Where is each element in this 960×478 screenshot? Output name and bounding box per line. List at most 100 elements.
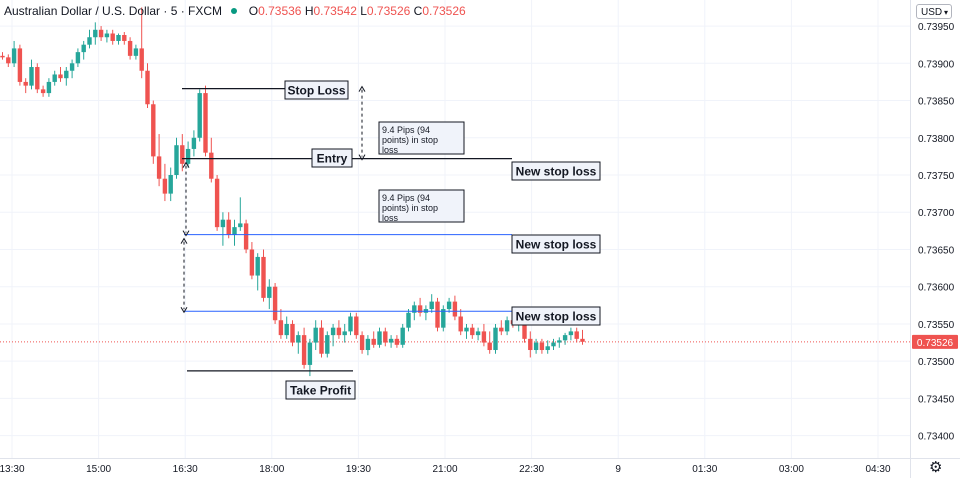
candle-body [249, 249, 255, 276]
candle-body [87, 37, 92, 45]
candle-body [243, 223, 249, 250]
y-tick-label: 0.73700 [918, 208, 955, 219]
x-tick-label: 13:30 [0, 464, 25, 475]
candle-body [238, 223, 243, 228]
x-tick-label: 03:00 [779, 464, 804, 475]
candle-body [394, 338, 400, 345]
candle-body [104, 33, 110, 38]
pips-note-1-box[interactable] [378, 121, 465, 155]
candle-body [290, 323, 295, 343]
candle-body [464, 327, 469, 332]
pips-note-2: 9.4 Pips (94 points) in stop loss [382, 193, 438, 223]
entry-label-box[interactable] [311, 148, 353, 168]
low-label: L [360, 4, 367, 18]
candle-body [226, 219, 231, 235]
candle-body [267, 286, 272, 298]
x-tick-label: 16:30 [173, 464, 198, 475]
candle-body [168, 175, 173, 194]
candle-body [139, 48, 144, 71]
candle-body [220, 219, 226, 228]
candle-body [278, 320, 284, 336]
candle-body [127, 40, 133, 56]
candle-body [29, 67, 34, 86]
take-profit-label-box[interactable] [285, 380, 356, 400]
candle-body [145, 70, 150, 105]
stop-loss-label-box[interactable] [284, 80, 349, 100]
candle-body [400, 327, 405, 345]
new-stop-loss-label-box[interactable] [511, 161, 601, 181]
candle-body [203, 93, 208, 153]
candle-body [499, 327, 504, 332]
trail-arrow-2-head [180, 237, 188, 244]
close-value: 0.73526 [422, 4, 466, 18]
candle-body [110, 33, 115, 41]
candle-body [284, 323, 289, 336]
candle-body [307, 342, 313, 365]
low-value: 0.73526 [366, 4, 411, 18]
candle-body [116, 35, 121, 41]
chart-header: Australian Dollar / U.S. Dollar · 5 · FX… [4, 4, 466, 18]
candle-body [470, 327, 475, 336]
candle-body [342, 331, 347, 336]
y-tick-label: 0.73750 [918, 171, 955, 182]
pips-note-2-box[interactable] [378, 189, 465, 223]
trail-arrow-1-head [182, 230, 190, 237]
x-tick-label: 01:30 [692, 464, 717, 475]
new-stop-loss-label: New stop loss [516, 238, 597, 252]
x-tick-label: 18:00 [259, 464, 284, 475]
candle-body [348, 316, 353, 332]
candle-body [272, 286, 278, 321]
symbol-title[interactable]: Australian Dollar / U.S. Dollar · 5 · FX… [4, 4, 223, 18]
y-tick-label: 0.73500 [918, 357, 955, 368]
candle-body [336, 327, 342, 336]
candle-body [388, 338, 394, 343]
new-stop-loss-label-box[interactable] [511, 306, 601, 326]
candle-body [493, 327, 498, 351]
currency-button[interactable]: USD ▾ [916, 4, 952, 19]
x-tick-label: 22:30 [519, 464, 544, 475]
candle-body [533, 342, 539, 351]
candle-body [214, 178, 220, 228]
candle-body [429, 301, 434, 310]
y-tick-label: 0.73550 [918, 320, 955, 331]
x-tick-label: 21:00 [432, 464, 457, 475]
new-stop-loss-label-box[interactable] [511, 234, 601, 254]
candle-body [6, 57, 11, 64]
candle-body [296, 335, 301, 343]
new-stop-loss-label: New stop loss [516, 165, 597, 179]
x-tick-label: 15:00 [86, 464, 111, 475]
y-tick-label: 0.73650 [918, 245, 955, 256]
candle-body [487, 342, 492, 351]
candle-body [232, 227, 237, 235]
candle-body [551, 342, 556, 347]
new-stop-loss-label: New stop loss [516, 310, 597, 324]
stop-loss-label: Stop Loss [287, 84, 345, 98]
candle-body [377, 331, 382, 345]
candle-body [562, 335, 568, 341]
candle-body [383, 331, 388, 343]
candle-body [325, 335, 330, 354]
high-label: H [304, 4, 314, 18]
candle-body [35, 67, 40, 90]
gear-icon[interactable]: ⚙ [929, 459, 943, 476]
last-price-label: 0.73526 [917, 338, 954, 349]
candle-body [441, 309, 446, 328]
candle-body [412, 305, 417, 313]
candle-body [17, 48, 23, 82]
candle-body [58, 74, 63, 79]
candle-body [446, 301, 452, 310]
x-tick-label: 04:30 [865, 464, 890, 475]
open-label: O [248, 4, 259, 18]
y-tick-label: 0.73950 [918, 22, 955, 33]
take-profit-label: Take Profit [290, 384, 351, 398]
y-tick-label: 0.73850 [918, 97, 955, 108]
y-tick-label: 0.73400 [918, 432, 955, 443]
candle-body [557, 340, 562, 343]
candle-body [539, 342, 545, 351]
y-tick-label: 0.73800 [918, 134, 955, 145]
candle-body [209, 152, 214, 179]
candle-body [458, 316, 463, 332]
market-status-dot [231, 8, 238, 15]
candle-body [371, 338, 376, 345]
